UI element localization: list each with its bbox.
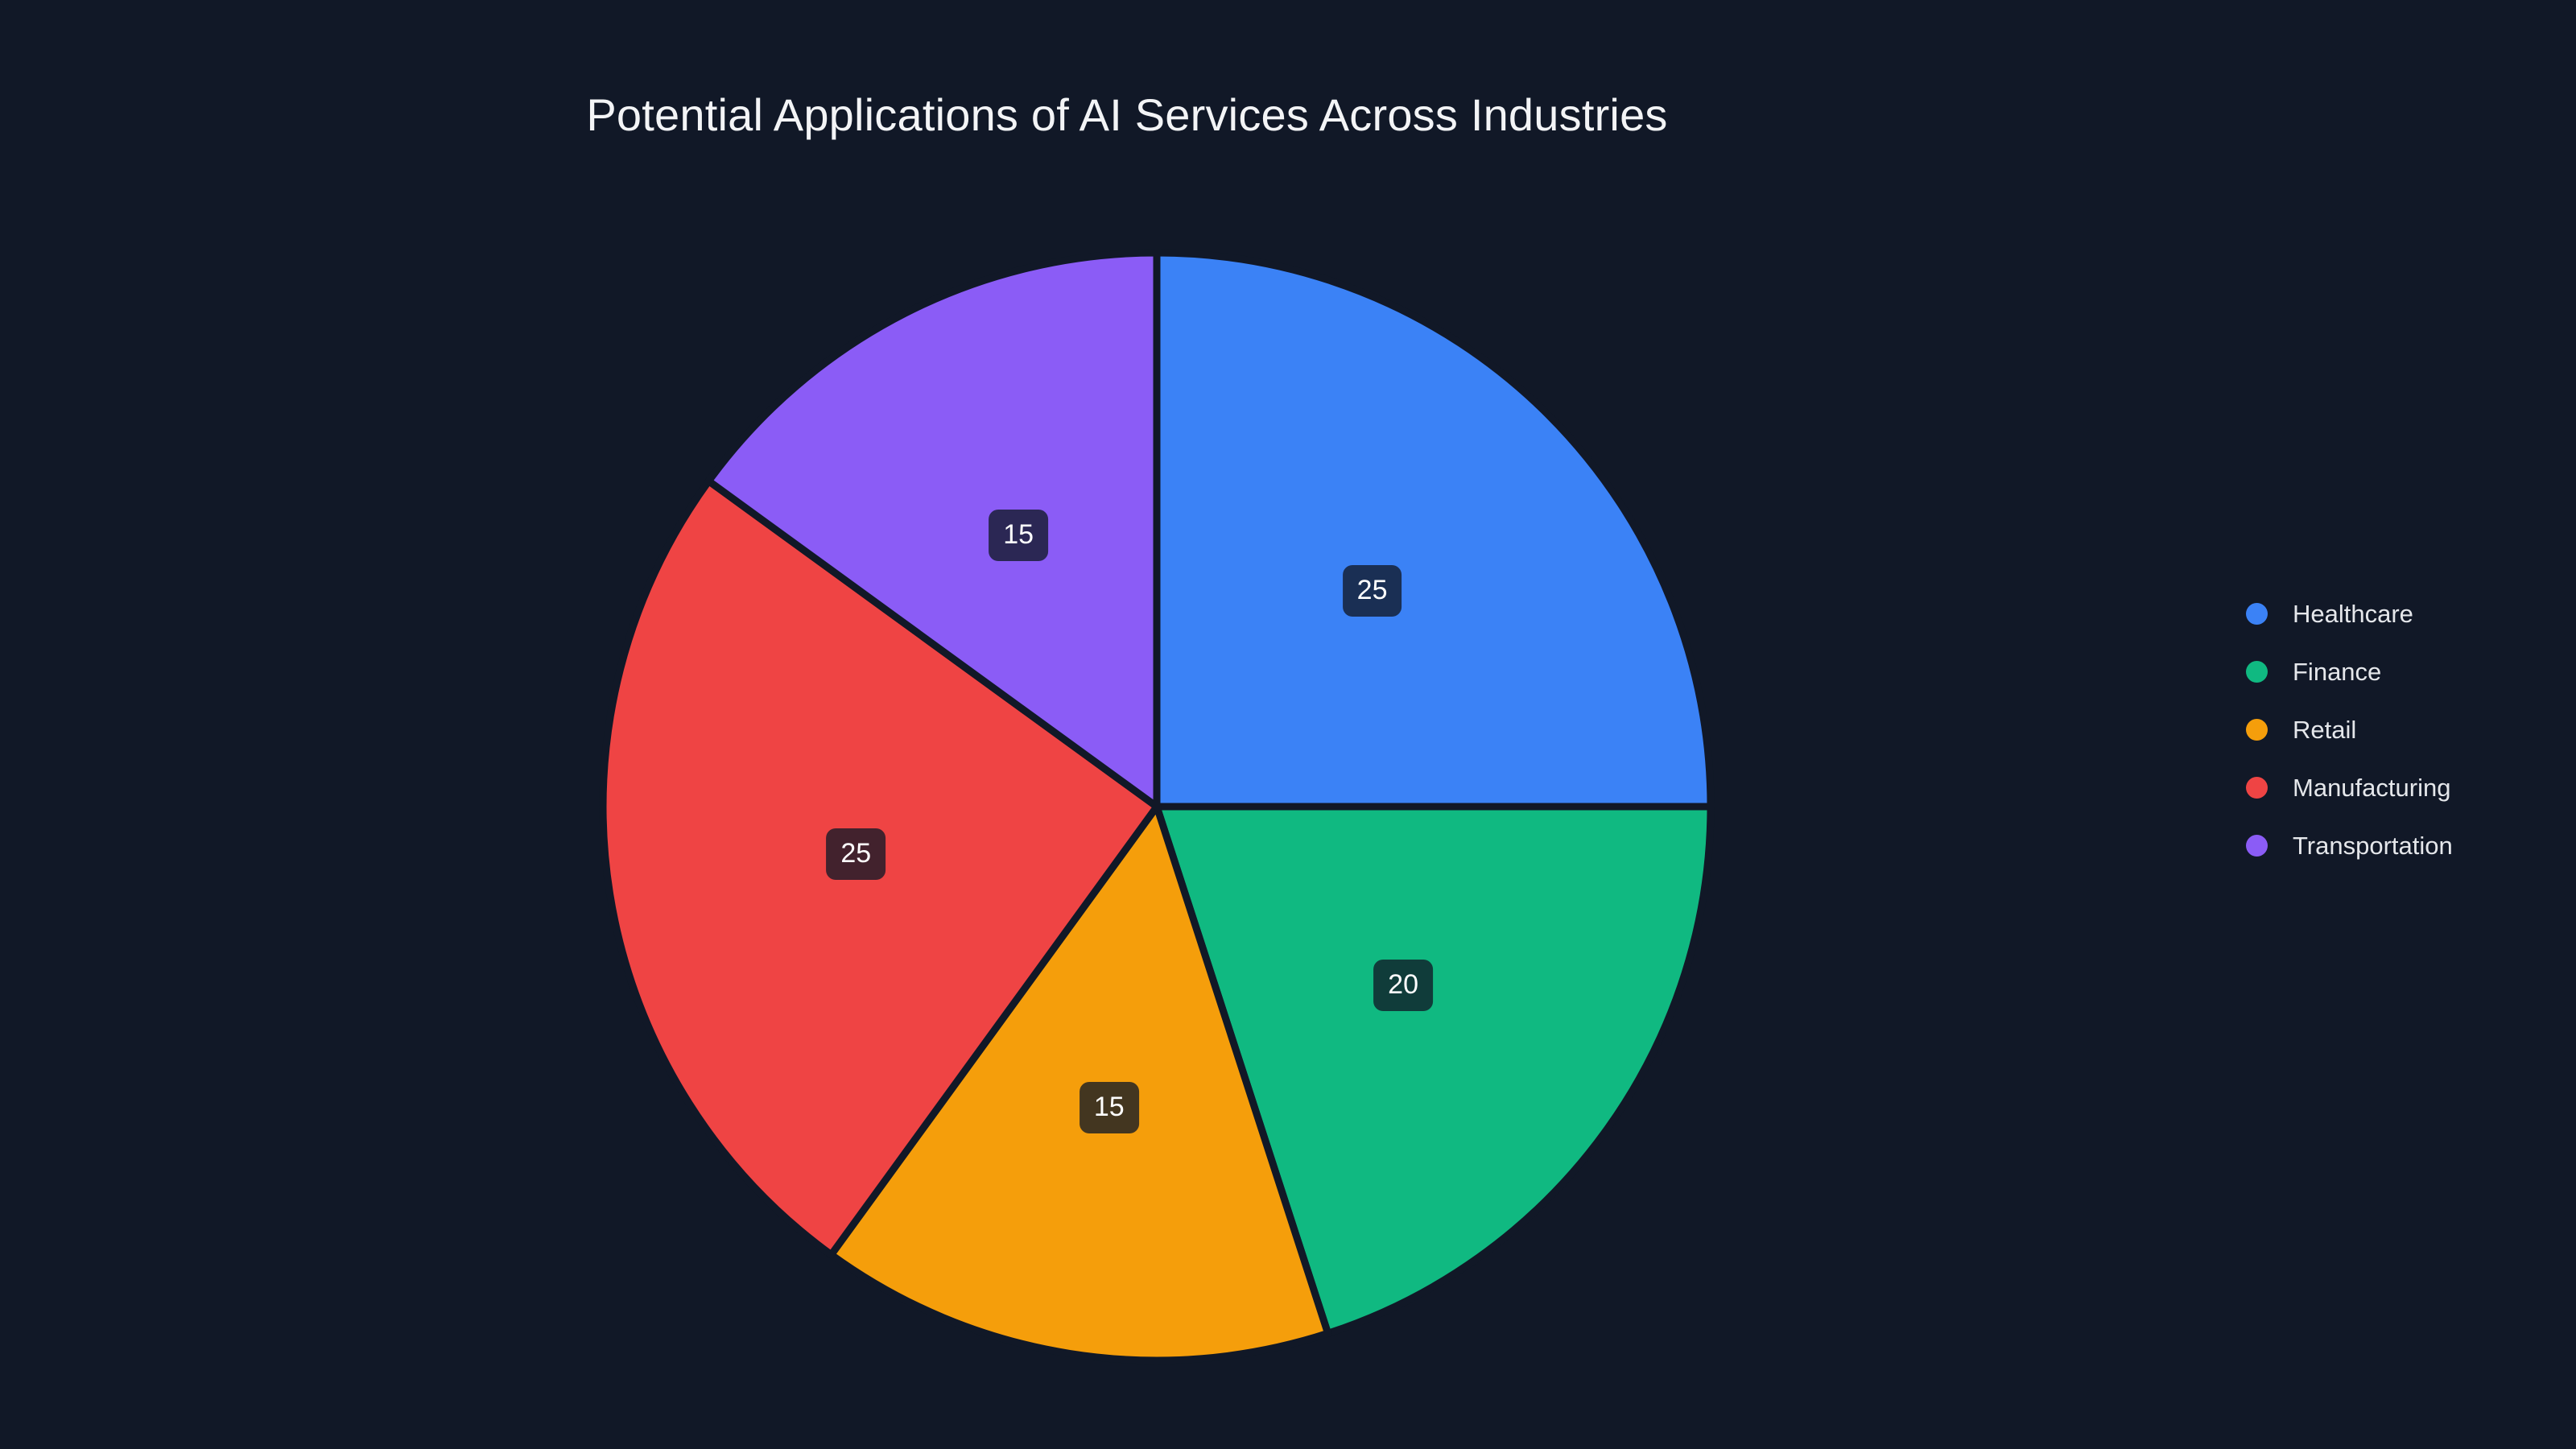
legend-item-manufacturing[interactable]: Manufacturing	[2246, 758, 2552, 816]
legend-item-label: Manufacturing	[2293, 773, 2451, 802]
legend-swatch-icon	[2246, 602, 2268, 625]
legend-item-finance[interactable]: Finance	[2246, 642, 2552, 700]
legend-item-transportation[interactable]: Transportation	[2246, 816, 2552, 874]
chart-title: Potential Applications of AI Services Ac…	[586, 89, 1668, 140]
pie-slice-transportation[interactable]	[704, 249, 1161, 814]
pie-slice-value-retail: 15	[1079, 1081, 1139, 1133]
pie-slice-retail[interactable]	[826, 799, 1333, 1364]
legend-item-label: Finance	[2293, 657, 2382, 686]
legend-item-retail[interactable]: Retail	[2246, 700, 2552, 758]
legend-swatch-icon	[2246, 776, 2268, 799]
legend-swatch-icon	[2246, 660, 2268, 683]
pie-slice-value-manufacturing: 25	[826, 828, 886, 881]
chart-legend: Healthcare Finance Retail Manufacturing Tran…	[2246, 584, 2552, 874]
plot-area: 25 20 15 25 15	[599, 249, 1715, 1364]
pie-slices-group	[599, 249, 1715, 1364]
legend-swatch-icon	[2246, 718, 2268, 741]
legend-item-label: Transportation	[2293, 831, 2453, 860]
legend-item-label: Retail	[2293, 715, 2357, 744]
legend-item-label: Healthcare	[2293, 599, 2413, 628]
legend-swatch-icon	[2246, 834, 2268, 857]
pie-slice-value-transportation: 15	[989, 509, 1049, 561]
pie-slice-finance[interactable]	[1151, 803, 1715, 1339]
pie-slice-value-finance: 20	[1373, 960, 1434, 1012]
pie-slice-healthcare[interactable]	[1153, 249, 1715, 811]
legend-item-healthcare[interactable]: Healthcare	[2246, 584, 2552, 642]
pie-slice-value-healthcare: 25	[1342, 565, 1402, 617]
pie-svg	[599, 249, 1715, 1364]
